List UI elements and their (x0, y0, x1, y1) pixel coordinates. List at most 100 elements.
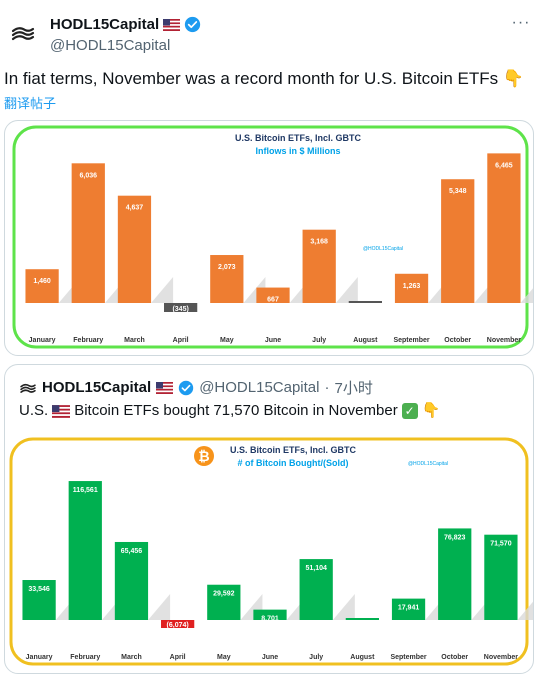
chart-watermark: @HODL15Capital (408, 461, 448, 467)
category-label: April (173, 337, 189, 344)
post-media-chart[interactable]: U.S. Bitcoin ETFs, Incl. GBTC Inflows in … (4, 120, 534, 356)
bar (299, 559, 333, 620)
category-label: July (312, 337, 326, 344)
bar (441, 179, 475, 303)
us-flag-icon (52, 404, 71, 418)
verified-badge-icon (185, 16, 201, 33)
category-label: November (487, 337, 522, 344)
quoted-text-main: Bitcoin ETFs bought 71,570 Bitcoin in No… (74, 402, 398, 419)
category-label: June (262, 654, 278, 661)
bar (391, 598, 426, 620)
more-options-icon[interactable]: ··· (511, 14, 531, 31)
bar (438, 528, 472, 620)
bar-negative (164, 303, 198, 312)
bar-value-label: 8,701 (261, 616, 279, 623)
category-label: July (309, 654, 323, 661)
bar-value-label: 51,104 (305, 565, 327, 572)
category-label: August (350, 654, 375, 661)
category-label: June (265, 337, 281, 344)
bar-value-label: 5,348 (449, 188, 467, 195)
bar-value-label: 4,637 (126, 205, 144, 212)
category-label: January (26, 654, 53, 661)
quoted-author-name[interactable]: HODL15Capital (42, 379, 152, 396)
inflows-chart: U.S. Bitcoin ETFs, Incl. GBTC Inflows in … (12, 125, 533, 349)
bitcoin-symbol: ₿ (198, 448, 209, 464)
bar-value-label: (6,074) (167, 622, 189, 629)
verified-badge-icon (179, 380, 194, 395)
bitcoin-bought-chart: U.S. Bitcoin ETFs, Incl. GBTC # of Bitcoi… (9, 437, 533, 666)
bar-value-label: 71,570 (490, 541, 512, 548)
quoted-post-header: HODL15Capital @HODL15Capital · 7小时 (19, 377, 373, 398)
bar-shadow (151, 277, 174, 303)
category-label: February (73, 337, 103, 344)
chart-title: U.S. Bitcoin ETFs, Incl. GBTC (230, 445, 357, 455)
category-label: May (217, 654, 231, 661)
category-label: February (70, 654, 100, 661)
quoted-post-time[interactable]: 7小时 (334, 380, 373, 397)
bar (394, 273, 429, 303)
us-flag-icon (156, 381, 174, 394)
us-flag-icon (163, 18, 181, 31)
bar-shadow (517, 601, 533, 620)
chart-watermark: @HODL15Capital (363, 246, 403, 252)
hodl-logo-icon[interactable] (10, 20, 36, 46)
quoted-author-handle[interactable]: @HODL15Capital (199, 379, 320, 396)
bar-value-label: 116,561 (73, 487, 98, 494)
chart-subtitle: Inflows in $ Millions (255, 146, 340, 156)
bar-value-label: 6,465 (495, 162, 513, 169)
category-label: October (444, 337, 471, 344)
translate-post-link[interactable]: 翻译帖子 (4, 96, 57, 111)
author-display-name[interactable]: HODL15Capital (50, 16, 160, 33)
bar-shadow (335, 277, 358, 303)
bar-value-label: 6,036 (80, 172, 98, 179)
separator-dot: · (324, 379, 330, 396)
category-label: May (220, 337, 234, 344)
bar (487, 153, 521, 303)
bar-shadow (332, 594, 355, 620)
bar-shadow (520, 288, 533, 303)
quoted-text-prefix: U.S. (19, 402, 49, 419)
bar-value-label: 2,073 (218, 264, 236, 271)
bar (210, 255, 244, 303)
bar-value-label: 76,823 (444, 534, 466, 541)
bar-negative (161, 620, 195, 628)
quoted-post[interactable]: HODL15Capital @HODL15Capital · 7小时 U.S. … (4, 364, 534, 674)
category-label: August (353, 337, 378, 344)
author-handle[interactable]: @HODL15Capital (50, 37, 171, 54)
category-label: September (393, 337, 429, 344)
bar-value-label: 667 (267, 297, 279, 304)
bar-zero (345, 618, 379, 620)
bar (114, 541, 149, 620)
bar-value-label: 17,941 (398, 605, 420, 612)
check-mark-icon: ✓ (401, 403, 418, 419)
post-header: HODL15Capital @HODL15Capital ··· (0, 0, 542, 64)
bar (117, 195, 152, 303)
bar (25, 269, 59, 303)
post-text: In fiat terms, November was a record mon… (4, 69, 524, 88)
chart-subtitle: # of Bitcoin Bought/(Sold) (238, 458, 349, 468)
bitcoin-logo-icon (194, 446, 214, 466)
category-label: September (390, 654, 426, 661)
hodl-logo-icon (20, 383, 36, 393)
bar-shadow (148, 594, 171, 620)
category-label: October (441, 654, 468, 661)
bar (302, 229, 336, 303)
category-label: November (484, 654, 519, 661)
bar (253, 609, 287, 620)
bar-value-label: (345) (172, 306, 188, 313)
bar (207, 584, 241, 620)
bar-value-label: 33,546 (28, 586, 50, 593)
bar (256, 287, 290, 303)
category-label: March (124, 337, 145, 344)
bar (68, 481, 102, 620)
bar-value-label: 29,592 (213, 591, 235, 598)
pointing-down-emoji: 👇 (421, 402, 441, 419)
bar-value-label: 3,168 (310, 239, 328, 246)
bar-value-label: 1,263 (403, 283, 421, 290)
category-label: March (121, 654, 142, 661)
bar (484, 534, 518, 620)
chart-title: U.S. Bitcoin ETFs, Incl. GBTC (235, 133, 362, 143)
quoted-post-text: U.S. Bitcoin ETFs bought 71,570 Bitcoin … (19, 401, 440, 421)
bar-zero (348, 301, 382, 303)
bar (71, 163, 105, 303)
